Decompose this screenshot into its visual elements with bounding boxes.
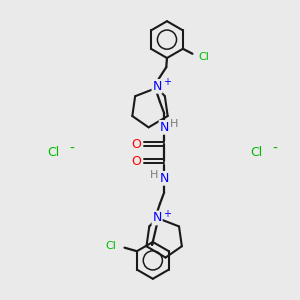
- Text: Cl: Cl: [250, 146, 262, 159]
- Text: +: +: [163, 209, 171, 219]
- Text: N: N: [152, 80, 162, 93]
- Text: H: H: [170, 119, 178, 129]
- Text: O: O: [132, 138, 142, 151]
- Text: H: H: [150, 170, 158, 180]
- Text: N: N: [160, 172, 169, 185]
- Text: -: -: [70, 142, 75, 156]
- Text: Cl: Cl: [105, 241, 116, 251]
- Text: N: N: [152, 212, 162, 224]
- Text: N: N: [160, 121, 169, 134]
- Text: Cl: Cl: [198, 52, 209, 61]
- Text: +: +: [163, 77, 171, 87]
- Text: -: -: [272, 142, 277, 156]
- Text: Cl: Cl: [48, 146, 60, 159]
- Text: O: O: [132, 155, 142, 168]
